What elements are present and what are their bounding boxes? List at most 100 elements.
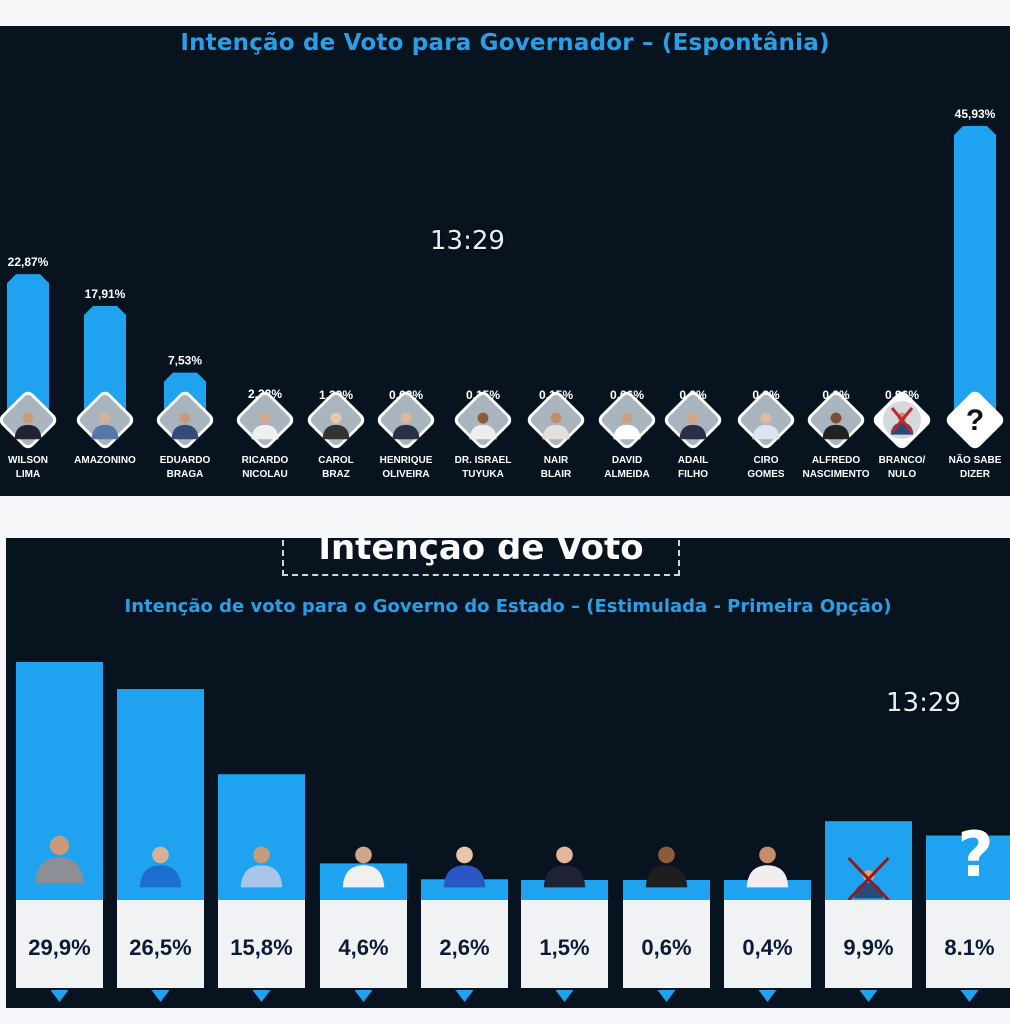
section-heading: Intenção de Voto	[282, 538, 680, 576]
value-label: 8.1%	[944, 935, 994, 960]
category-label: FILHO	[678, 469, 708, 480]
value-box	[724, 900, 811, 988]
value-label: 2,6%	[439, 935, 489, 960]
head-shape	[179, 412, 191, 424]
body-shape	[679, 424, 707, 440]
candidate-photo	[35, 835, 84, 883]
value-label: 45,93%	[955, 107, 996, 121]
bar-group: 4,6%Ricardo Nicolau	[320, 846, 407, 1002]
bar-group: 15,8%Eduardo Braga	[218, 774, 305, 1002]
body-shape	[542, 424, 570, 440]
timestamp-overlay: 13:29	[430, 226, 505, 256]
category-label: NICOLAU	[242, 469, 288, 480]
head-shape	[862, 869, 875, 882]
category-label: EDUARDO	[160, 455, 211, 466]
crossed-person-icon	[883, 401, 921, 439]
cross-mark	[890, 407, 914, 433]
bar-group: 17,91% AMAZONINO	[74, 287, 136, 466]
category-label: BLAIR	[541, 469, 572, 480]
value-box	[218, 900, 305, 988]
value-label: 4,6%	[338, 935, 388, 960]
pointer-triangle	[758, 990, 777, 1002]
body-shape	[35, 857, 84, 883]
candidate-photo	[746, 846, 789, 888]
value-label: 17,91%	[85, 287, 126, 301]
value-label: 9,9%	[843, 935, 893, 960]
category-label: DAVID	[612, 455, 642, 466]
body-shape	[613, 424, 641, 440]
body-shape	[251, 424, 279, 440]
category-label: TUYUKA	[462, 469, 504, 480]
bar-group: ?8.1%Não sabe dizer	[926, 818, 1010, 1002]
pointer-triangle	[151, 990, 170, 1002]
body-shape	[342, 865, 385, 888]
pointer-triangle	[354, 990, 373, 1002]
bar-group: 9,9%Branco/Nulo	[825, 821, 912, 1002]
head-shape	[687, 412, 699, 424]
category-label: ADAIL	[678, 455, 709, 466]
candidate-photo	[740, 394, 792, 446]
candidate-photo	[139, 846, 182, 888]
head-shape	[658, 846, 675, 864]
head-shape	[152, 846, 169, 864]
bar	[623, 880, 710, 900]
category-label: NAIR	[544, 455, 569, 466]
category-label: CIRO	[754, 455, 779, 466]
head-shape	[22, 412, 34, 424]
head-shape	[556, 846, 573, 864]
category-label: BRANCO/	[879, 455, 926, 466]
candidate-photo	[342, 846, 385, 888]
category-label: BRAZ	[322, 469, 350, 480]
category-label: ALMEIDA	[604, 469, 650, 480]
candidate-photo	[310, 394, 362, 446]
candidate-photo	[543, 846, 586, 888]
pointer-triangle	[960, 990, 979, 1002]
category-label: WILSON	[8, 455, 48, 466]
candidate-photo	[380, 394, 432, 446]
value-box	[320, 900, 407, 988]
pointer-triangle	[859, 990, 878, 1002]
category-label: DR. ISRAEL	[455, 455, 512, 466]
bar-group: 0,96%BRANCO/NULO	[873, 388, 931, 480]
bar-group: 0,4%Nair Blair	[724, 846, 811, 1002]
value-box	[421, 900, 508, 988]
body-shape	[392, 424, 420, 440]
category-label: ALFREDO	[812, 455, 861, 466]
category-label: NÃO SABE	[949, 453, 1002, 466]
body-shape	[645, 865, 688, 888]
bar-group: 2,6%Carol Braz	[421, 846, 508, 1002]
timestamp-overlay: 13:29	[886, 688, 961, 718]
head-shape	[355, 846, 372, 864]
body-shape	[543, 865, 586, 888]
bar-group: 29,9%Wilson Lima	[16, 662, 103, 1002]
category-label: BRAGA	[167, 469, 204, 480]
head-shape	[759, 846, 776, 864]
bar	[926, 835, 1010, 900]
spontaneous-poll-panel: Intenção de Voto para Governador – (Espo…	[0, 26, 1010, 496]
question-mark-icon: ?	[966, 404, 984, 437]
bar	[521, 880, 608, 900]
stimulated-bar-chart: 29,9%Wilson Lima 26,5%Amazonino 15,8%Eduar…	[16, 662, 1010, 1002]
bar-group: 1,5%Henrique Oliveira	[521, 846, 608, 1002]
candidate-photo	[810, 394, 862, 446]
bar-group: 26,5%Amazonino	[117, 689, 204, 1002]
spontaneous-bar-chart: 22,87% WILSON LIMA 17,91% AMAZONINO 7,53% EDUA…	[0, 107, 1004, 480]
bar-group: 7,53% EDUARDO BRAGA	[156, 354, 214, 480]
head-shape	[99, 412, 111, 424]
value-label: 7,53%	[168, 354, 202, 368]
category-label: HENRIQUE	[380, 455, 433, 466]
value-box	[521, 900, 608, 988]
candidate-photo	[443, 846, 486, 888]
bar-group: 0,6%Dr. Israel Tuyuka	[623, 846, 710, 1002]
bar	[724, 880, 811, 900]
value-box	[117, 900, 204, 988]
bar-group: 45,93%? NÃO SABE DIZER	[946, 107, 1004, 480]
bar	[7, 274, 49, 431]
candidate-photo	[240, 846, 283, 888]
pointer-triangle	[50, 990, 69, 1002]
head-shape	[477, 412, 489, 424]
